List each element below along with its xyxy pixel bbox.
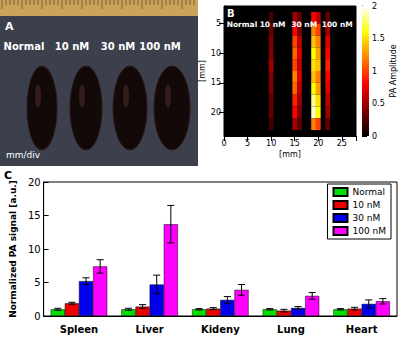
svg-text:10 nM: 10 nM <box>55 41 90 52</box>
svg-text:Spleen: Spleen <box>60 324 98 335</box>
svg-text:25: 25 <box>337 139 347 148</box>
svg-text:20: 20 <box>28 177 41 188</box>
svg-text:30 nM: 30 nM <box>101 41 136 52</box>
svg-text:5: 5 <box>34 277 40 288</box>
svg-text:B: B <box>227 8 235 19</box>
svg-text:[mm]: [mm] <box>198 60 207 82</box>
svg-text:Normal: Normal <box>4 41 45 52</box>
svg-text:Kideny: Kideny <box>201 324 240 335</box>
svg-text:Heart: Heart <box>346 324 378 335</box>
svg-text:100 nM: 100 nM <box>352 226 386 236</box>
svg-text:30 nM: 30 nM <box>352 213 380 223</box>
svg-text:10 nM: 10 nM <box>260 20 286 29</box>
svg-text:PA Amplitude: PA Amplitude <box>389 44 398 97</box>
svg-text:1.5: 1.5 <box>372 34 385 43</box>
svg-text:1: 1 <box>372 67 377 76</box>
svg-text:0: 0 <box>372 132 377 141</box>
svg-text:20: 20 <box>313 139 323 148</box>
svg-text:10: 10 <box>266 139 276 148</box>
svg-text:15: 15 <box>290 139 300 148</box>
svg-text:Normal: Normal <box>227 20 258 29</box>
svg-text:Lung: Lung <box>277 324 305 335</box>
svg-text:Normal: Normal <box>352 187 385 197</box>
svg-text:[mm]: [mm] <box>279 150 301 159</box>
svg-text:10: 10 <box>28 244 41 255</box>
svg-text:Normalized PA signal [a.u.]: Normalized PA signal [a.u.] <box>8 180 18 318</box>
svg-text:100 nM: 100 nM <box>322 20 353 29</box>
svg-text:15: 15 <box>211 78 221 87</box>
svg-text:mm/div: mm/div <box>6 150 41 160</box>
svg-text:2: 2 <box>372 2 377 11</box>
svg-text:20: 20 <box>211 108 221 117</box>
svg-text:0: 0 <box>221 139 226 148</box>
svg-text:15: 15 <box>28 210 41 221</box>
svg-text:0.5: 0.5 <box>372 99 385 108</box>
svg-text:10 nM: 10 nM <box>352 200 380 210</box>
svg-text:5: 5 <box>216 19 221 28</box>
svg-text:Liver: Liver <box>136 324 164 335</box>
svg-text:5: 5 <box>245 139 250 148</box>
svg-text:100 nM: 100 nM <box>139 41 180 52</box>
svg-text:10: 10 <box>211 49 221 58</box>
svg-text:C: C <box>4 169 12 182</box>
svg-text:A: A <box>5 20 14 33</box>
svg-text:30 nM: 30 nM <box>291 20 317 29</box>
svg-text:0: 0 <box>34 311 40 322</box>
